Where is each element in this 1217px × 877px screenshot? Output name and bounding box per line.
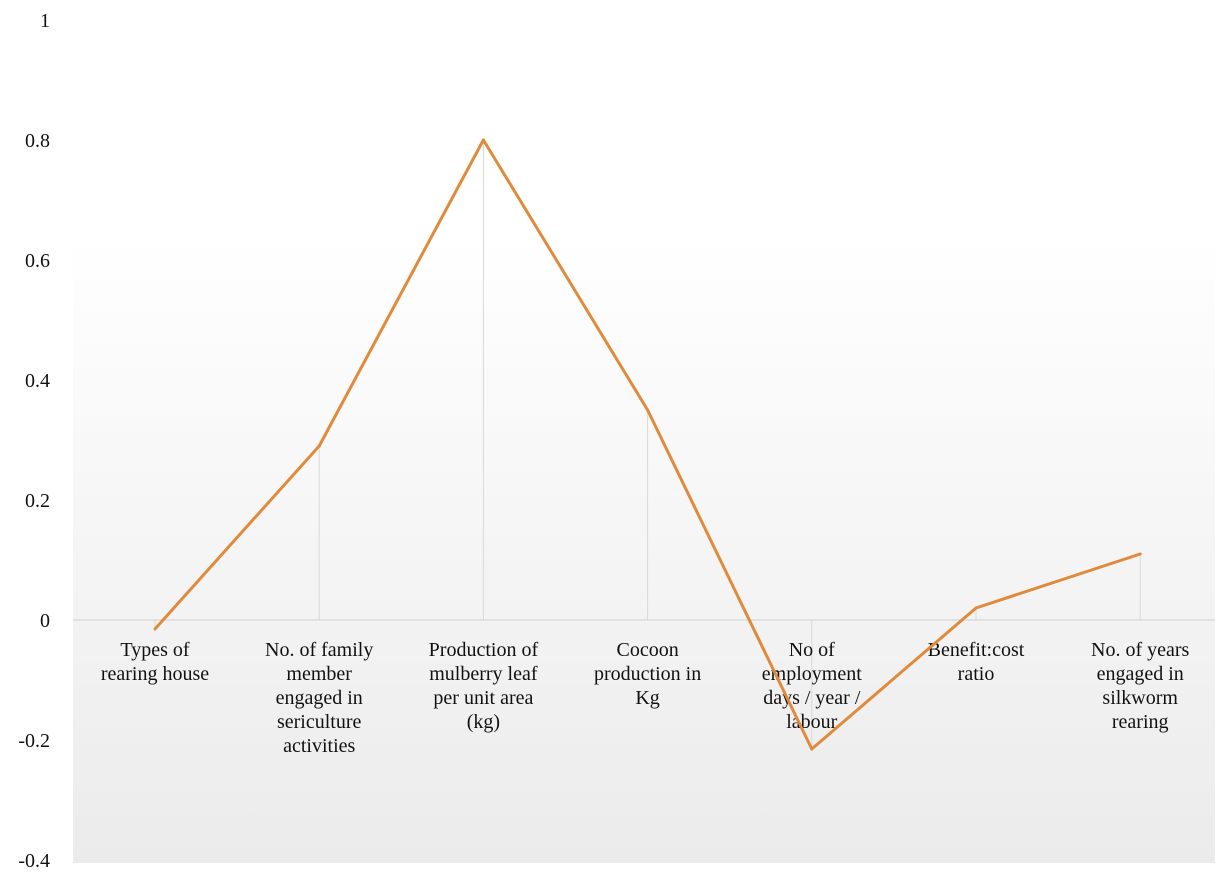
y-tick-label: -0.4	[18, 850, 50, 872]
x-category-label: No of employment days / year / labour	[762, 639, 862, 733]
data-point	[481, 138, 485, 142]
y-tick-label: 0.4	[25, 370, 50, 392]
y-tick-label: -0.2	[18, 730, 50, 752]
plot-background	[73, 20, 1215, 863]
y-tick-label: 0.6	[25, 250, 50, 272]
data-point	[153, 627, 157, 631]
y-tick-label: 0.2	[25, 490, 50, 512]
x-category-label: Production of mulberry leaf per unit area(…	[429, 639, 539, 733]
data-point	[1138, 552, 1142, 556]
data-points	[153, 138, 1142, 751]
data-point	[317, 444, 321, 448]
x-category-label: Types of rearing house	[101, 639, 209, 685]
x-axis-labels: Types of rearing house No. of family member…	[101, 639, 1190, 757]
y-tick-label: 1	[40, 10, 50, 32]
x-category-label: Benefit:cost ratio	[928, 639, 1025, 685]
x-category-label: No. of years engaged in silkworm rearing	[1091, 639, 1190, 733]
data-point	[646, 408, 650, 412]
data-point	[810, 747, 814, 751]
drop-lines	[154, 140, 1141, 749]
y-axis-ticks: 1 0.8 0.6 0.4 0.2 0 -0.2 -0.4	[18, 10, 50, 872]
y-tick-label: 0	[40, 610, 50, 632]
data-point	[974, 606, 978, 610]
x-category-label: No. of family member engaged in sericulture…	[265, 639, 373, 757]
x-category-label: Cocoon production in Kg	[594, 639, 701, 709]
y-tick-label: 0.8	[25, 130, 50, 152]
